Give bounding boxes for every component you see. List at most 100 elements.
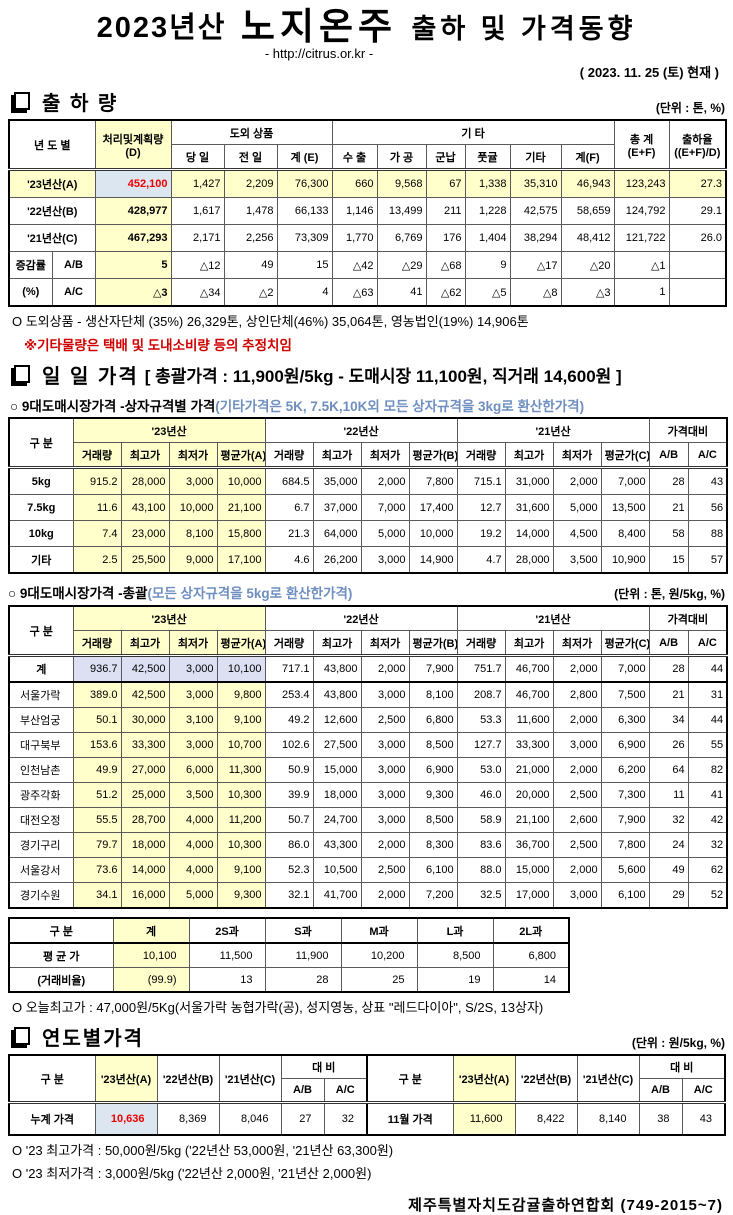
cell-value: 715.1: [456, 467, 506, 495]
size-table-body: 평 균 가 10,100 11,500 11,900 10,200 8,500 …: [8, 942, 570, 993]
col-y21c: '21년산(C): [218, 1054, 282, 1103]
cell-value: 11.6: [72, 494, 122, 521]
cell-value: 2,000: [552, 707, 602, 733]
cell-value: [668, 278, 727, 307]
cell-value: 1,427: [170, 169, 225, 198]
cell-value: 2,000: [552, 467, 602, 495]
col-high: 최고가: [312, 630, 362, 656]
cell-value: 20,000: [504, 782, 554, 808]
cell-value: 2,000: [552, 857, 602, 883]
col-ship-rate-line1: 출하율: [682, 133, 713, 146]
cell-value: △17: [509, 251, 562, 279]
cell-value: 23,000: [120, 520, 170, 547]
cell-value: 6,200: [600, 757, 650, 783]
cell-value: △2: [223, 278, 278, 307]
cell-value: 208.7: [456, 681, 506, 708]
col-export: 수 출: [331, 144, 378, 170]
cell-value: 30,000: [120, 707, 170, 733]
cell-value: 28: [648, 655, 689, 683]
col-volume: 거래량: [264, 442, 314, 468]
cell-value: 36,700: [504, 832, 554, 858]
cell-value: 46.0: [456, 782, 506, 808]
square-bullet-icon: [14, 91, 30, 110]
col-sum-e: 계 (E): [276, 144, 333, 170]
cell-value: 7,800: [408, 467, 458, 495]
col-high: 최고가: [312, 442, 362, 468]
table-row: '22년산(B) 428,977 1,617 1,478 66,133 1,146 13,4…: [8, 197, 727, 225]
cell-value: 8,500: [416, 942, 494, 968]
cell-value: 1,478: [223, 197, 278, 225]
cell-value: 27,500: [312, 732, 362, 758]
table-row: 누계 가격 10,636 8,369 8,046 27 32 11월 가격 11…: [8, 1102, 726, 1136]
cell-value: 57: [687, 546, 728, 574]
group-price-compare: 가격대비: [648, 605, 728, 631]
table-row: '23년산(A) 452,100 1,427 2,209 76,300 660 9,568 6…: [8, 169, 727, 198]
cell-value: 49.2: [264, 707, 314, 733]
cell-value: 102.6: [264, 732, 314, 758]
table-header-row: 구 분 '23년산 '22년산 '21년산 가격대비: [8, 417, 728, 468]
cell-value: 29: [648, 882, 689, 909]
cell-value: 2,256: [223, 224, 278, 252]
cell-value: 4: [276, 278, 333, 307]
cell-value: 17,400: [408, 494, 458, 521]
col-etc: 기타: [509, 144, 562, 170]
cell-value: 88: [687, 520, 728, 547]
cell-value: △68: [425, 251, 466, 279]
cell-value: 18,000: [312, 782, 362, 808]
cell-value: 2,000: [552, 757, 602, 783]
cell-value: 253.4: [264, 681, 314, 708]
cell-value: 83.6: [456, 832, 506, 858]
size-table-head: 구 분 계 2S과 S과 M과 L과 2L과: [8, 917, 570, 944]
table-row: (%) A/C △3 △34 △2 4 △63 41 △62 △5 △8 △3 …: [8, 278, 727, 307]
report-title: 2023년산 노지온주 - http://citrus.or.kr - 출하 및…: [8, 8, 725, 60]
row-label: 인천남촌: [8, 757, 74, 783]
table-header-row: 구 분 계 2S과 S과 M과 L과 2L과: [8, 917, 570, 944]
cell-value: 5,000: [552, 494, 602, 521]
col-avg-c: 평균가(C): [600, 442, 650, 468]
cell-value: 2,000: [360, 832, 410, 858]
cell-value: 76,300: [276, 169, 333, 198]
row-label: 경기수원: [8, 882, 74, 909]
cell-value: 24,700: [312, 807, 362, 833]
cell-value: 52: [687, 882, 728, 909]
square-bullet-icon: [14, 1026, 30, 1045]
cell-value: 3,000: [360, 757, 410, 783]
cell-value: △63: [331, 278, 378, 307]
table-row: 부산엄궁 50.1 30,000 3,100 9,100 49.2 12,600 2,500 6…: [8, 707, 728, 733]
subsection-boxsize-paren: (기타가격은 5K, 7.5K,10K외 모든 상자규격을 3kg로 환산한가격…: [215, 399, 585, 414]
cell-value: 17,100: [216, 546, 266, 574]
cell-value: △62: [425, 278, 466, 307]
group-island-out: 도외 상품: [170, 119, 333, 145]
cell-value: 123,243: [613, 169, 670, 198]
col-low: 최저가: [360, 442, 410, 468]
cell-value: 153.6: [72, 732, 122, 758]
cell-value: 21,000: [504, 757, 554, 783]
cell-value: 3,500: [168, 782, 218, 808]
cell-value: 11,500: [188, 942, 266, 968]
col-category: 구 분: [8, 917, 114, 944]
cell-value: 32.1: [264, 882, 314, 909]
cell-value: 428,977: [94, 197, 172, 225]
cell-value: 7,800: [600, 832, 650, 858]
table-row: 광주각화 51.2 25,000 3,500 10,300 39.9 18,000 3,000…: [8, 782, 728, 808]
cell-value: 43: [681, 1102, 726, 1136]
cell-value: 8,500: [408, 807, 458, 833]
subsection-overall-header: ○ 9대도매시장가격 -총괄(모든 상자규격을 5kg로 환산한가격) (단위 …: [8, 582, 725, 602]
row-label: A/B: [51, 251, 96, 279]
cell-value: 3,000: [360, 681, 410, 708]
cell-value: 66,133: [276, 197, 333, 225]
cell-value: 7,000: [600, 655, 650, 683]
cell-value: 13,500: [600, 494, 650, 521]
cell-value: 43: [687, 467, 728, 495]
cell-value: 34: [648, 707, 689, 733]
col-y22b: '22년산(B): [514, 1054, 578, 1103]
cell-value: 8,300: [408, 832, 458, 858]
section-dailyprice-title: 일 일 가격 [ 총괄가격 : 11,900원/5kg - 도매시장 11,10…: [8, 360, 622, 389]
row-label: 서울가락: [8, 681, 74, 708]
cell-value: 5: [94, 251, 172, 279]
table-row: 대구북부 153.6 33,300 3,000 10,700 102.6 27,500 3,0…: [8, 732, 728, 758]
table-row: 서울강서 73.6 14,000 4,000 9,100 52.3 10,500 2,500 6…: [8, 857, 728, 883]
cell-value: 11,900: [264, 942, 342, 968]
cell-value: 389.0: [72, 681, 122, 708]
shipment-unit-label: (단위 : 톤, %): [655, 101, 725, 115]
